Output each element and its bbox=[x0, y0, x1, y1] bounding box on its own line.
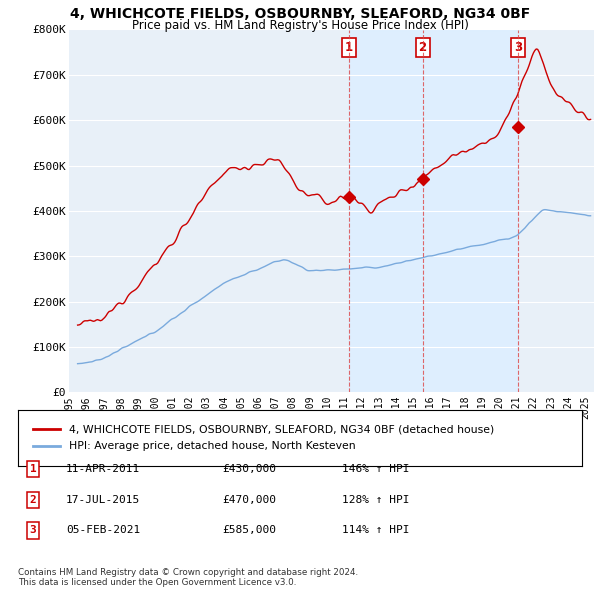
Text: 17-JUL-2015: 17-JUL-2015 bbox=[66, 495, 140, 504]
Bar bbox=[349, 30, 422, 392]
Text: 2: 2 bbox=[29, 495, 37, 504]
Text: 3: 3 bbox=[514, 41, 523, 54]
Text: 11-APR-2011: 11-APR-2011 bbox=[66, 464, 140, 474]
Text: £470,000: £470,000 bbox=[222, 495, 276, 504]
Text: 128% ↑ HPI: 128% ↑ HPI bbox=[342, 495, 409, 504]
Text: £430,000: £430,000 bbox=[222, 464, 276, 474]
Text: 05-FEB-2021: 05-FEB-2021 bbox=[66, 526, 140, 535]
Text: 3: 3 bbox=[29, 526, 37, 535]
Text: 114% ↑ HPI: 114% ↑ HPI bbox=[342, 526, 409, 535]
Text: 1: 1 bbox=[29, 464, 37, 474]
Text: 146% ↑ HPI: 146% ↑ HPI bbox=[342, 464, 409, 474]
Text: 4, WHICHCOTE FIELDS, OSBOURNBY, SLEAFORD, NG34 0BF: 4, WHICHCOTE FIELDS, OSBOURNBY, SLEAFORD… bbox=[70, 7, 530, 21]
Text: 1: 1 bbox=[345, 41, 353, 54]
Text: 2: 2 bbox=[418, 41, 427, 54]
Bar bbox=[422, 30, 518, 392]
Legend: 4, WHICHCOTE FIELDS, OSBOURNBY, SLEAFORD, NG34 0BF (detached house), HPI: Averag: 4, WHICHCOTE FIELDS, OSBOURNBY, SLEAFORD… bbox=[29, 421, 499, 455]
Text: Price paid vs. HM Land Registry's House Price Index (HPI): Price paid vs. HM Land Registry's House … bbox=[131, 19, 469, 32]
Text: £585,000: £585,000 bbox=[222, 526, 276, 535]
Text: Contains HM Land Registry data © Crown copyright and database right 2024.
This d: Contains HM Land Registry data © Crown c… bbox=[18, 568, 358, 587]
